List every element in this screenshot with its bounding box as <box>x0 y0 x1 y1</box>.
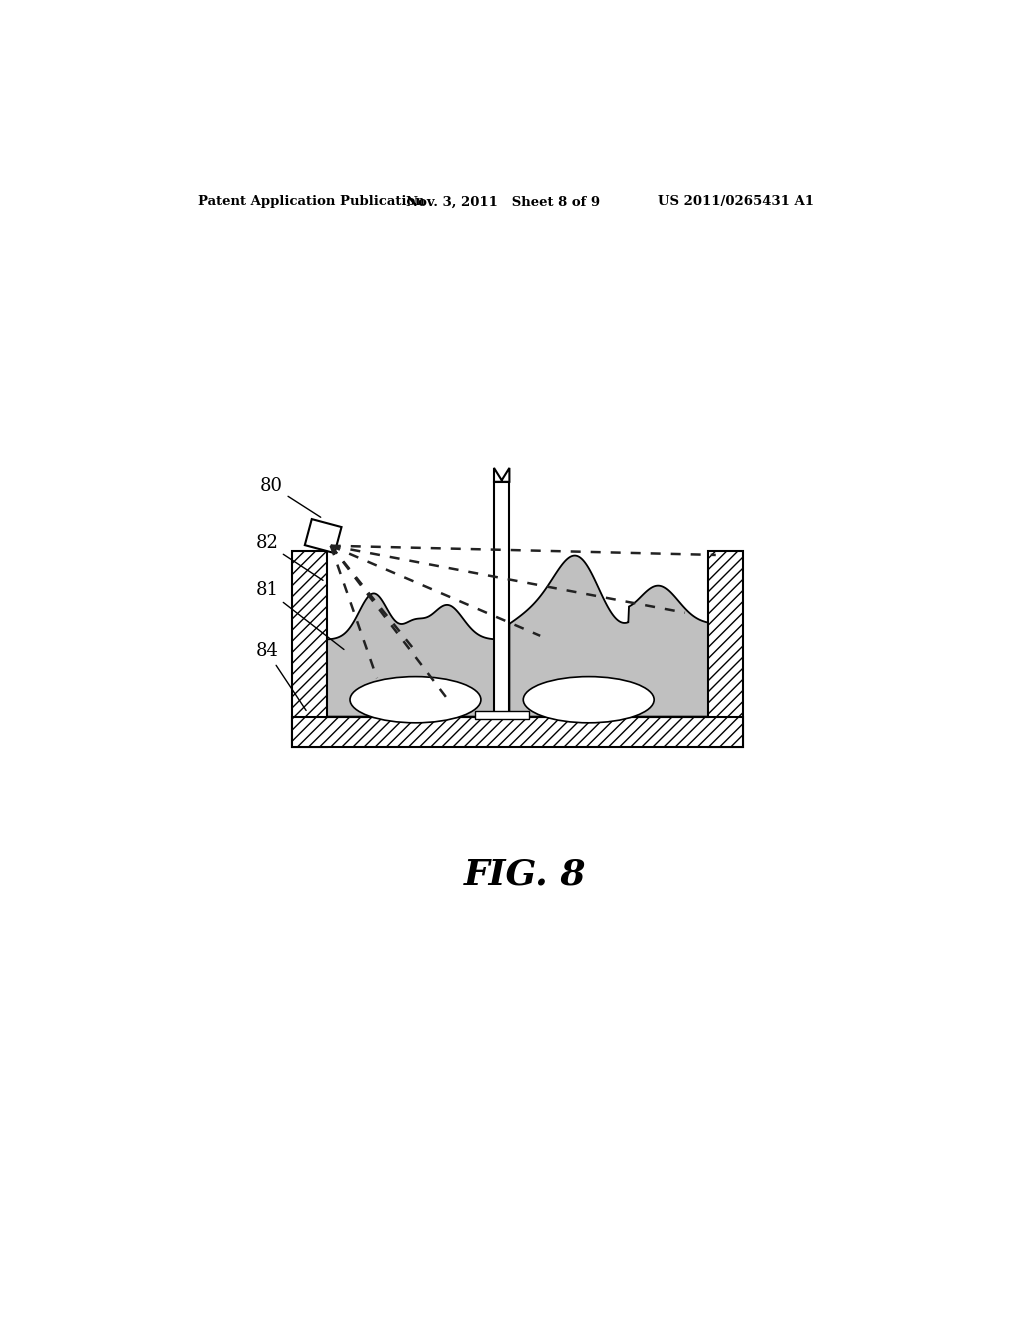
Text: Patent Application Publication: Patent Application Publication <box>199 195 425 209</box>
Ellipse shape <box>350 677 481 723</box>
Text: 80: 80 <box>260 477 321 517</box>
Bar <box>494 482 509 717</box>
Text: Nov. 3, 2011   Sheet 8 of 9: Nov. 3, 2011 Sheet 8 of 9 <box>407 195 600 209</box>
Text: FIG. 8: FIG. 8 <box>464 858 586 891</box>
Bar <box>292 717 742 747</box>
Polygon shape <box>327 594 494 717</box>
Bar <box>292 552 327 747</box>
Text: 81: 81 <box>255 581 344 649</box>
Bar <box>708 552 742 747</box>
Polygon shape <box>509 556 708 717</box>
Text: US 2011/0265431 A1: US 2011/0265431 A1 <box>658 195 814 209</box>
Ellipse shape <box>523 677 654 723</box>
Bar <box>475 711 528 719</box>
Bar <box>305 519 342 553</box>
Text: 84: 84 <box>255 643 306 710</box>
Text: 82: 82 <box>255 535 323 581</box>
Polygon shape <box>494 469 509 482</box>
